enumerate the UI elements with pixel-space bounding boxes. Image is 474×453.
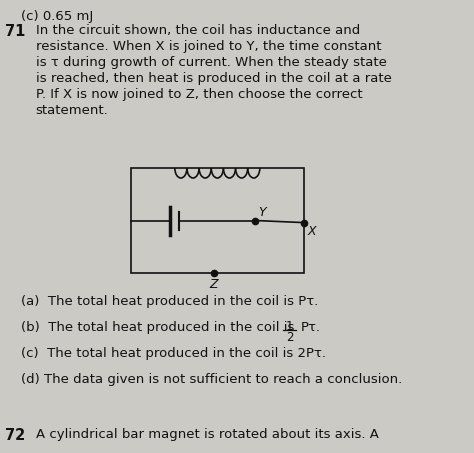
Text: Pτ.: Pτ.: [301, 321, 321, 334]
Text: Y: Y: [258, 207, 265, 220]
Text: statement.: statement.: [36, 104, 108, 117]
Text: (c)  The total heat produced in the coil is 2Pτ.: (c) The total heat produced in the coil …: [20, 347, 326, 360]
Text: Z: Z: [210, 278, 218, 291]
Text: (b)  The total heat produced in the coil is: (b) The total heat produced in the coil …: [20, 321, 298, 334]
Text: 72: 72: [5, 428, 25, 443]
Text: is τ during growth of current. When the steady state: is τ during growth of current. When the …: [36, 56, 386, 69]
Text: (d) The data given is not sufficient to reach a conclusion.: (d) The data given is not sufficient to …: [20, 373, 402, 386]
Text: X: X: [308, 225, 316, 238]
Text: 71: 71: [5, 24, 25, 39]
Text: resistance. When X is joined to Y, the time constant: resistance. When X is joined to Y, the t…: [36, 40, 381, 53]
Text: 1: 1: [286, 320, 293, 333]
Text: (c) 0.65 mJ: (c) 0.65 mJ: [20, 10, 93, 23]
Text: is reached, then heat is produced in the coil at a rate: is reached, then heat is produced in the…: [36, 72, 392, 85]
Text: A cylindrical bar magnet is rotated about its axis. A: A cylindrical bar magnet is rotated abou…: [36, 428, 378, 441]
Text: 2: 2: [286, 331, 293, 344]
Text: P. If X is now joined to Z, then choose the correct: P. If X is now joined to Z, then choose …: [36, 88, 362, 101]
Bar: [131, 168, 304, 273]
Text: (a)  The total heat produced in the coil is Pτ.: (a) The total heat produced in the coil …: [20, 295, 318, 308]
Text: In the circuit shown, the coil has inductance and: In the circuit shown, the coil has induc…: [36, 24, 360, 37]
